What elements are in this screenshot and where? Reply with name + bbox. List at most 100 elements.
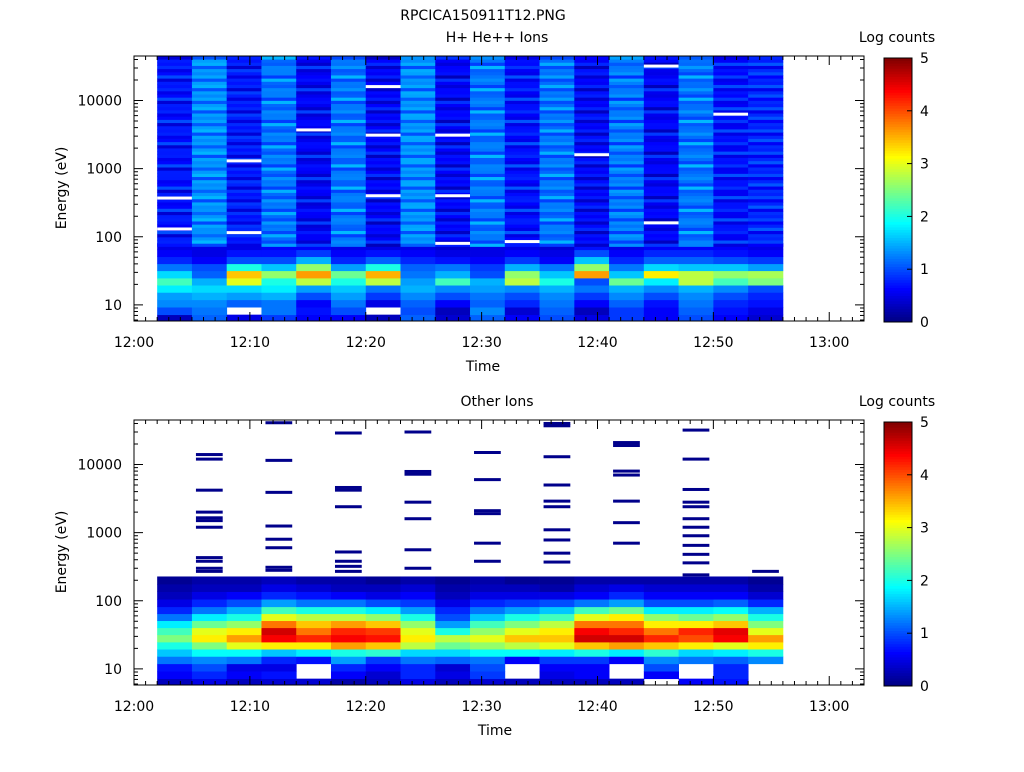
heatmap-cell [643,87,679,92]
heatmap-cell [435,116,471,120]
heatmap-cell [504,649,540,657]
sparse-count-line [404,548,432,552]
heatmap-cell [574,277,610,286]
heatmap-cell [226,186,262,190]
heatmap-cell [261,141,297,146]
heatmap-cell [400,103,436,108]
heatmap-cell [609,113,645,117]
heatmap-cell [435,292,471,301]
heatmap-cell [191,119,228,124]
heatmap-cell [157,135,193,139]
heatmap-cell [365,65,401,70]
heatmap-cell [157,138,193,143]
heatmap-cell [748,240,784,244]
colorbar-swatch [884,168,912,172]
colorbar-swatch [884,266,912,270]
colorbar-swatch [884,514,912,518]
heatmap-cell [574,81,610,85]
heatmap-cell [296,62,332,66]
heatmap-cell [400,227,436,231]
heatmap-cell [470,663,506,672]
heatmap-cell [643,132,679,136]
heatmap-cell [435,224,471,228]
heatmap-cell [157,119,193,124]
heatmap-cell [539,170,575,174]
heatmap-cell [330,135,367,139]
heatmap-cell [574,167,610,171]
heatmap-cell [330,78,367,82]
heatmap-cell [330,106,367,111]
heatmap-cell [678,94,714,98]
y-tick-label: 100 [95,594,122,610]
heatmap-cell [504,186,540,190]
colorbar-swatch [884,667,912,671]
heatmap-cell [504,163,540,168]
heatmap-cell [713,173,749,178]
heatmap-cell [504,129,540,133]
heatmap-cell [191,163,228,168]
heatmap-cell [713,141,749,146]
heatmap-cell [574,103,610,108]
heatmap-cell [191,68,228,73]
heatmap-cell [435,113,471,117]
heatmap-cell [435,221,471,225]
heatmap-cell [470,634,506,643]
heatmap-cell [191,576,228,585]
heatmap-cell [748,163,784,168]
heatmap-cell [365,154,401,158]
colorbar-swatch [884,226,912,230]
heatmap-cell [157,613,193,622]
heatmap-cell [365,148,401,152]
heatmap-cell [470,141,506,146]
colorbar-swatch [884,63,912,67]
heatmap-cell [470,113,506,117]
heatmap-cell [400,65,436,70]
heatmap-cell [226,103,262,108]
heatmap-cell [713,170,749,174]
heatmap-cell [226,243,262,247]
heatmap-cell [713,208,749,212]
heatmap-cell [191,663,228,672]
heatmap-cell [504,641,540,650]
heatmap-cell [539,106,575,111]
heatmap-cell [539,144,575,149]
heatmap-cell [643,671,679,680]
heatmap-cell [296,141,332,146]
heatmap-cell [261,148,297,152]
heatmap-cell [435,256,471,265]
heatmap-cell [609,656,645,665]
heatmap-cell [713,62,749,66]
heatmap-cell [261,314,297,322]
x-tick-label: 12:10 [230,699,270,715]
heatmap-cell [609,173,645,178]
heatmap-cell [365,627,401,636]
heatmap-cell [157,230,193,235]
heatmap-cell [261,192,297,197]
heatmap-cell [643,285,679,293]
heatmap-cell [296,94,332,98]
heatmap-cell [400,591,436,600]
heatmap-cell [226,106,262,111]
heatmap-cell [713,65,749,70]
heatmap-cell [435,195,471,200]
data-gap [435,194,471,198]
colorbar-swatch [884,683,912,687]
heatmap-cell [539,56,575,60]
heatmap-cell [539,208,575,212]
heatmap-cell [539,97,575,101]
heatmap-cell [574,157,610,162]
heatmap-cell [365,59,401,63]
heatmap-cell [191,135,228,139]
heatmap-cell [400,151,436,155]
colorbar-swatch [884,68,912,72]
heatmap-cell [330,100,367,105]
colorbar-swatch [884,176,912,180]
heatmap-cell [470,613,506,622]
heatmap-cell [330,81,367,85]
sparse-count-line [613,444,640,448]
heatmap-cell [435,179,471,184]
heatmap-cell [365,649,401,657]
heatmap-cell [226,202,262,206]
heatmap-cell [191,84,228,89]
